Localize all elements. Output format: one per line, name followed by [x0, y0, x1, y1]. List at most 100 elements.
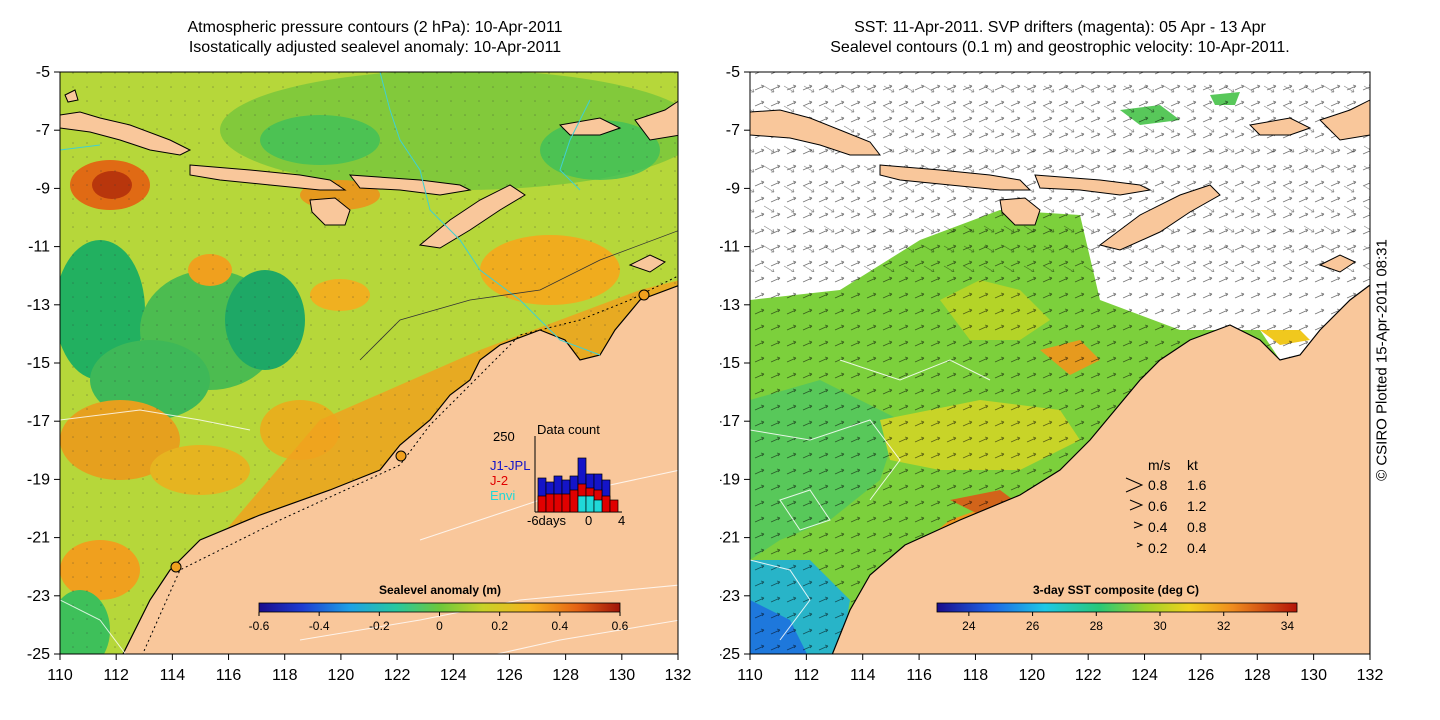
velocity-legend-ms: 0.4 — [1148, 519, 1168, 535]
left-y-tick-label: -23 — [27, 588, 50, 605]
left-y-tick-label: -25 — [27, 646, 50, 663]
velocity-legend-ms-header: m/s — [1148, 457, 1171, 473]
sealevel-colorbar-tick-label: 0.6 — [612, 619, 629, 633]
right-y-tick-label: -5 — [726, 64, 740, 81]
sealevel-colorbar-tick-label: 0.2 — [491, 619, 508, 633]
cyan-contours-left — [60, 72, 601, 356]
data-count-legend-j2: J-2 — [490, 473, 508, 488]
sst-colorbar-tick-label: 30 — [1153, 619, 1167, 633]
data-count-xtick-start: -6days — [527, 513, 567, 528]
sst-colorbar: 3-day SST composite (deg C) 24 26 28 30 32 34 — [936, 583, 1298, 633]
right-x-tick-label: 124 — [1131, 667, 1158, 684]
left-y-tick-label: -19 — [27, 471, 50, 488]
left-y-tick-label: -9 — [36, 180, 50, 197]
left-y-tick-label: -17 — [27, 413, 50, 430]
data-count-bars — [537, 457, 619, 513]
left-x-axis: 110 112 114 116 118 120 122 124 126 128 130 132 — [47, 654, 691, 684]
tide-gauge-marker — [170, 561, 182, 573]
left-x-tick-label: 116 — [216, 667, 242, 684]
right-y-tick-label: -19 — [720, 471, 740, 488]
left-x-tick-label: 122 — [384, 667, 411, 684]
left-x-tick-label: 114 — [160, 667, 186, 684]
right-x-tick-label: 132 — [1357, 667, 1384, 684]
right-y-tick-label: -15 — [720, 355, 740, 372]
left-y-axis: -5 -7 -9 -11 -13 -15 -17 -19 -21 -23 -25 — [27, 64, 60, 663]
right-x-tick-label: 128 — [1244, 667, 1271, 684]
data-count-xtick-end: 4 — [618, 513, 625, 528]
sst-colorbar-tick-label: 24 — [962, 619, 976, 633]
data-count-title: Data count — [537, 422, 600, 437]
right-x-tick-label: 114 — [850, 667, 876, 684]
sealevel-colorbar-tick-label: 0.4 — [551, 619, 568, 633]
right-y-tick-label: -23 — [720, 588, 740, 605]
australia-land-left — [122, 285, 678, 654]
right-x-tick-label: 110 — [737, 667, 763, 684]
velocity-legend-kt: 1.2 — [1187, 498, 1207, 514]
left-y-tick-label: -5 — [36, 64, 50, 81]
right-y-tick-label: -25 — [720, 646, 740, 663]
right-x-tick-label: 126 — [1188, 667, 1215, 684]
sst-colorbar-tick-label: 26 — [1026, 619, 1040, 633]
left-title-line1: Atmospheric pressure contours (2 hPa): 1… — [187, 19, 563, 36]
left-x-tick-label: 132 — [665, 667, 692, 684]
right-title-line1: SST: 11-Apr-2011. SVP drifters (magenta)… — [854, 19, 1266, 36]
right-x-tick-label: 130 — [1300, 667, 1327, 684]
left-y-tick-label: -11 — [28, 239, 50, 256]
sst-map: 110 112 114 116 118 120 122 124 126 128 130 132 -5 -… — [720, 64, 1383, 684]
left-y-tick-label: -15 — [27, 355, 50, 372]
tide-gauge-marker — [638, 289, 650, 301]
left-x-tick-label: 110 — [47, 667, 73, 684]
sealevel-anomaly-map: 110 112 114 116 118 120 122 124 126 128 130 132 -5-… — [27, 64, 692, 684]
velocity-legend-ms: 0.6 — [1148, 498, 1168, 514]
velocity-legend-ms: 0.2 — [1148, 540, 1168, 556]
credit-label: © CSIRO Plotted 15-Apr-2011 08:31 — [1373, 239, 1391, 481]
velocity-legend-kt: 1.6 — [1187, 477, 1207, 493]
right-x-tick-label: 112 — [794, 667, 820, 684]
velocity-legend-ms: 0.8 — [1148, 477, 1168, 493]
right-y-tick-label: -11 — [720, 239, 740, 256]
sst-colorbar-tick-label: 34 — [1281, 619, 1295, 633]
australia-land-right — [831, 284, 1370, 654]
left-x-tick-label: 130 — [608, 667, 635, 684]
left-x-tick-label: 120 — [328, 667, 355, 684]
right-panel-title: SST: 11-Apr-2011. SVP drifters (magenta)… — [750, 18, 1370, 58]
right-y-tick-label: -9 — [726, 180, 740, 197]
left-x-tick-label: 126 — [496, 667, 523, 684]
sealevel-colorbar-title: Sealevel anomaly (m) — [379, 583, 501, 597]
sst-colorbar-ticks: 24 26 28 30 32 34 — [962, 612, 1294, 633]
pressure-contour-dotted — [142, 275, 678, 654]
sealevel-colorbar-tick-label: 0 — [436, 619, 443, 633]
right-x-tick-label: 122 — [1075, 667, 1102, 684]
left-x-tick-label: 128 — [552, 667, 579, 684]
right-y-tick-label: -17 — [720, 413, 740, 430]
left-title-line2: Isostatically adjusted sealevel anomaly:… — [188, 39, 562, 56]
right-y-axis: -5 -7 -9 -11 -13 -15 -17 -19 -21 -23 -25 — [720, 64, 750, 663]
data-count-xtick-zero: 0 — [585, 513, 592, 528]
sealevel-colorbar-tick-label: -0.2 — [369, 619, 390, 633]
data-count-inset: Data count 250 J1- — [490, 422, 625, 528]
left-y-tick-label: -7 — [36, 122, 50, 139]
sealevel-contours-right — [750, 359, 991, 641]
right-y-tick-label: -21 — [720, 530, 740, 547]
sst-colorbar-title: 3-day SST composite (deg C) — [1033, 583, 1199, 597]
right-x-tick-label: 116 — [906, 667, 932, 684]
indonesian-islands-right — [750, 99, 1370, 273]
data-count-legend-envi: Envi — [490, 488, 515, 503]
right-x-axis: 110 112 114 116 118 120 122 124 126 128 130 132 — [737, 654, 1383, 684]
right-x-tick-label: 120 — [1018, 667, 1045, 684]
sealevel-colorbar: Sealevel anomaly (m) -0.6 -0.4 -0.2 0 0.2 0.4… — [249, 583, 629, 633]
sealevel-colorbar-ticks: -0.6 -0.4 -0.2 0 0.2 0.4 0.6 — [249, 612, 629, 633]
right-title-line2: Sealevel contours (0.1 m) and geostrophi… — [830, 39, 1290, 56]
right-y-tick-label: -7 — [726, 122, 740, 139]
data-count-legend-j1: J1-JPL — [490, 458, 530, 473]
indonesian-islands-left — [60, 89, 678, 273]
velocity-legend: m/s kt 0.8 1.6 0.6 1.2 0.4 0.8 0.2 0.4 — [1125, 457, 1207, 556]
left-x-tick-label: 118 — [272, 667, 298, 684]
left-y-tick-label: -13 — [27, 297, 50, 314]
data-count-ymax: 250 — [493, 429, 515, 444]
left-panel-title: Atmospheric pressure contours (2 hPa): 1… — [70, 18, 680, 58]
velocity-legend-kt-header: kt — [1187, 457, 1198, 473]
right-x-tick-label: 118 — [963, 667, 989, 684]
sst-colorbar-tick-label: 28 — [1090, 619, 1104, 633]
left-x-tick-label: 112 — [103, 667, 129, 684]
